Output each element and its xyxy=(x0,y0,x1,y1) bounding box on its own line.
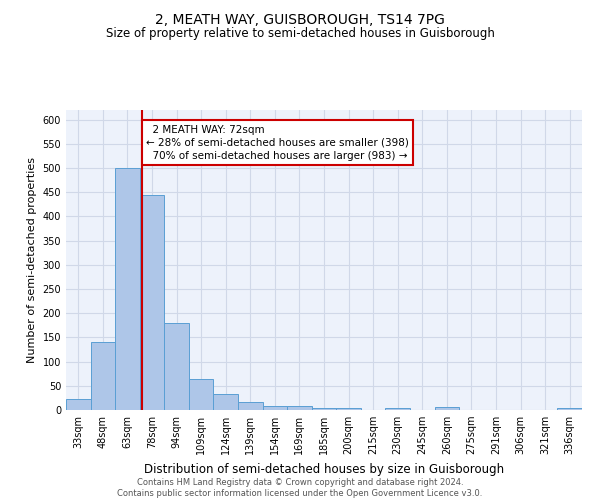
Bar xyxy=(434,406,459,410)
Bar xyxy=(385,408,410,410)
Bar xyxy=(238,402,263,410)
Y-axis label: Number of semi-detached properties: Number of semi-detached properties xyxy=(27,157,37,363)
Bar xyxy=(164,323,189,410)
Text: 2 MEATH WAY: 72sqm  
← 28% of semi-detached houses are smaller (398)
  70% of se: 2 MEATH WAY: 72sqm ← 28% of semi-detache… xyxy=(146,124,409,161)
Bar xyxy=(214,394,238,410)
Bar xyxy=(312,408,336,410)
Text: Size of property relative to semi-detached houses in Guisborough: Size of property relative to semi-detach… xyxy=(106,28,494,40)
X-axis label: Distribution of semi-detached houses by size in Guisborough: Distribution of semi-detached houses by … xyxy=(144,462,504,475)
Bar xyxy=(66,400,91,410)
Text: 2, MEATH WAY, GUISBOROUGH, TS14 7PG: 2, MEATH WAY, GUISBOROUGH, TS14 7PG xyxy=(155,12,445,26)
Bar xyxy=(263,406,287,410)
Bar xyxy=(91,342,115,410)
Bar xyxy=(557,408,582,410)
Bar xyxy=(287,406,312,410)
Bar xyxy=(189,378,214,410)
Bar xyxy=(140,194,164,410)
Bar xyxy=(115,168,140,410)
Bar xyxy=(336,408,361,410)
Text: Contains HM Land Registry data © Crown copyright and database right 2024.
Contai: Contains HM Land Registry data © Crown c… xyxy=(118,478,482,498)
